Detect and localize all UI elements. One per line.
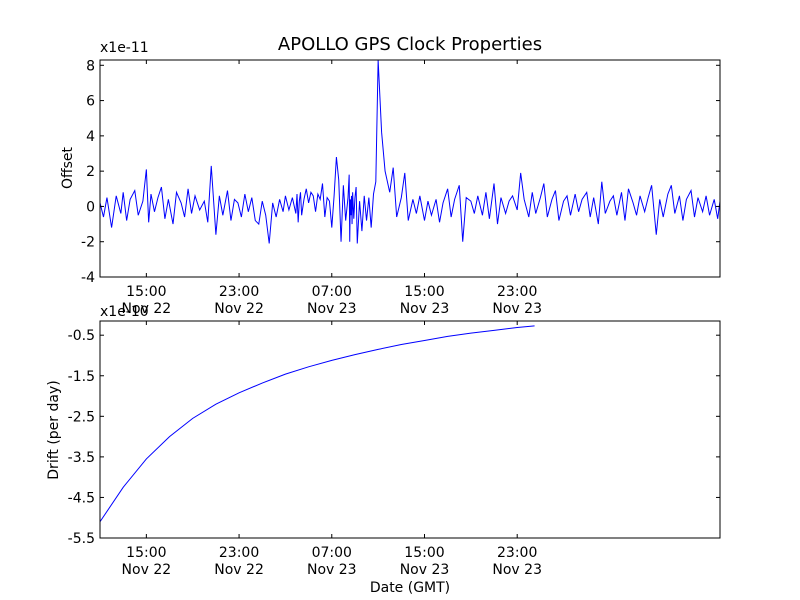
offset-x-tick-time-label: 15:00 [404, 284, 444, 300]
offset-x-tick-time-label: 23:00 [219, 284, 259, 300]
offset-x-tick-date-label: Nov 22 [122, 301, 172, 317]
offset-y-tick-label: 6 [86, 94, 95, 110]
drift-x-tick-date-label: Nov 23 [307, 562, 357, 578]
drift-axes-frame [99, 320, 721, 539]
drift-y-tick-label: -4.5 [68, 490, 95, 506]
drift-x-axis-label: Date (GMT) [370, 580, 450, 596]
drift-x-tick-date-label: Nov 23 [400, 562, 450, 578]
offset-axes-frame [99, 59, 721, 278]
offset-y-tick-label: 2 [86, 164, 95, 180]
drift-y-tick-label: -1.5 [68, 369, 95, 385]
drift-series-line [99, 325, 535, 523]
drift-y-tick-label: -3.5 [68, 450, 95, 466]
offset-y-tick-label: -2 [81, 235, 95, 251]
offset-x-tick-date-label: Nov 22 [214, 301, 264, 317]
drift-x-tick-date-label: Nov 22 [214, 562, 264, 578]
drift-x-tick-time-label: 23:00 [219, 545, 259, 561]
offset-y-tick-label: 0 [86, 199, 95, 215]
offset-y-ticks: -4 -2 0 2 4 6 8 [81, 58, 720, 286]
offset-y-tick-label: -4 [81, 270, 95, 286]
chart-title: APOLLO GPS Clock Properties [278, 34, 542, 55]
offset-x-tick-date-label: Nov 23 [492, 301, 542, 317]
drift-y-tick-label: -2.5 [68, 409, 95, 425]
offset-x-tick-date-label: Nov 23 [400, 301, 450, 317]
drift-x-tick-date-label: Nov 22 [122, 562, 172, 578]
offset-x-tick-time-label: 23:00 [497, 284, 537, 300]
drift-x-tick-time-label: 23:00 [497, 545, 537, 561]
offset-series-line [99, 59, 721, 244]
offset-x-tick-date-label: Nov 23 [307, 301, 357, 317]
drift-x-tick-time-label: 07:00 [312, 545, 352, 561]
drift-x-tick-date-label: Nov 23 [492, 562, 542, 578]
drift-y-axis-label: Drift (per day) [46, 380, 62, 479]
drift-y-ticks: -5.5 -4.5 -3.5 -2.5 -1.5 -0.5 [68, 328, 720, 547]
drift-y-tick-label: -0.5 [68, 328, 95, 344]
offset-x-tick-time-label: 15:00 [126, 284, 166, 300]
drift-multiplier-label: x1e-10 [100, 304, 149, 320]
drift-x-tick-time-label: 15:00 [126, 545, 166, 561]
drift-y-tick-label: -5.5 [68, 531, 95, 547]
offset-x-tick-time-label: 07:00 [312, 284, 352, 300]
offset-y-axis-label: Offset [60, 146, 76, 189]
offset-y-tick-label: 4 [86, 129, 95, 145]
offset-y-tick-label: 8 [86, 58, 95, 74]
drift-x-tick-time-label: 15:00 [404, 545, 444, 561]
offset-multiplier-label: x1e-11 [100, 40, 149, 56]
